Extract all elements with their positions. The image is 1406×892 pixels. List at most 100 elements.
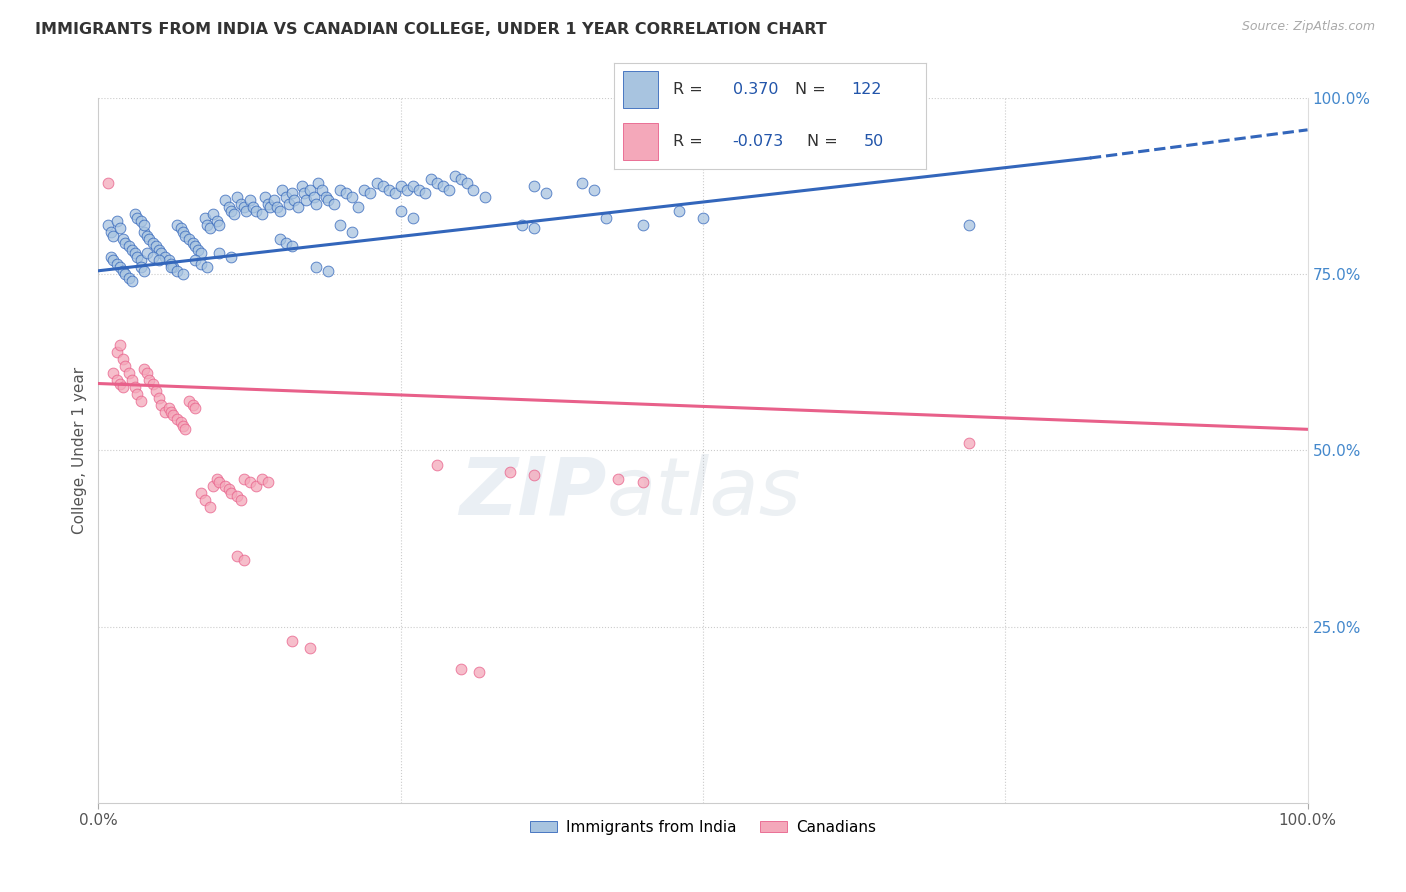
Point [135,228,157,243]
Point [256,475,278,490]
Point [127,250,149,264]
Point [124,207,146,221]
Point [523,179,546,194]
Point [692,211,714,225]
Point [305,197,328,211]
Point [195,218,218,232]
Point [181,235,204,250]
Point [205,214,228,228]
Point [523,468,546,483]
Point [208,218,231,232]
Point [129,394,152,409]
Point [287,200,309,214]
Point [957,436,980,450]
Point [208,475,231,490]
Point [281,186,304,201]
Point [266,200,288,214]
Point [101,366,124,380]
Point [221,203,243,218]
Point [329,183,352,197]
Point [127,387,149,401]
Point [450,172,472,186]
Text: R =: R = [673,134,709,149]
Point [202,207,225,221]
Point [316,264,339,278]
Point [97,218,120,232]
Point [229,492,252,507]
Point [118,366,141,380]
Point [245,478,267,492]
Point [100,250,122,264]
Point [222,207,245,221]
Text: 122: 122 [851,82,882,97]
Text: N =: N = [807,134,844,149]
Point [157,253,180,268]
Point [138,232,160,246]
Point [302,190,325,204]
Legend: Immigrants from India, Canadians: Immigrants from India, Canadians [523,814,883,841]
Point [450,662,472,676]
Point [226,489,249,503]
Point [162,408,184,422]
Y-axis label: College, Under 1 year: College, Under 1 year [72,367,87,534]
Point [274,235,297,250]
Point [292,186,315,201]
Point [366,176,388,190]
Point [239,475,262,490]
Point [360,186,382,201]
Point [166,411,188,425]
Point [308,176,330,190]
Point [114,235,136,250]
Point [232,552,254,566]
Point [121,373,143,387]
Point [342,225,364,239]
Point [108,376,131,391]
Point [108,338,131,352]
Point [250,207,273,221]
Point [169,221,191,235]
Point [245,203,267,218]
Point [153,405,176,419]
Point [384,186,406,201]
Point [105,373,128,387]
Point [172,268,194,282]
Point [121,243,143,257]
Point [118,270,141,285]
Point [413,186,436,201]
Point [218,482,240,496]
Point [157,401,180,416]
Point [194,492,217,507]
Point [148,243,170,257]
Point [142,376,165,391]
Point [134,225,156,239]
Text: 0.370: 0.370 [733,82,778,97]
Point [274,190,297,204]
Point [118,239,141,253]
Point [281,633,304,648]
Point [342,190,364,204]
Text: -0.073: -0.073 [733,134,783,149]
Point [402,211,425,225]
Point [124,246,146,260]
Point [101,253,124,268]
Point [111,380,134,394]
Point [607,472,630,486]
Point [232,200,254,214]
Point [498,465,520,479]
Point [114,359,136,373]
Point [957,218,980,232]
Point [114,268,136,282]
Point [239,194,262,208]
Point [111,264,134,278]
Point [214,194,236,208]
Point [402,179,425,194]
Point [190,485,212,500]
Point [150,398,173,412]
Point [371,179,394,194]
Point [329,218,352,232]
Point [148,391,170,405]
Point [316,194,339,208]
Point [229,197,252,211]
Point [323,197,346,211]
Point [456,176,478,190]
